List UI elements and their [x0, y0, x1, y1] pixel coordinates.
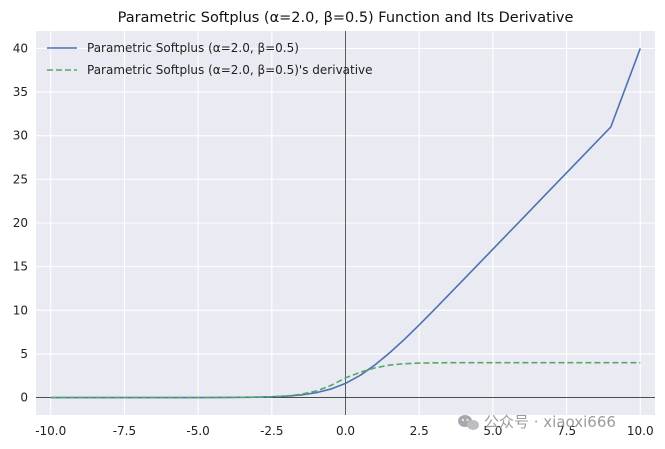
- x-tick-label: 5.0: [483, 424, 502, 438]
- watermark: 公众号 · xiaoxi666: [458, 413, 616, 431]
- legend-label: Parametric Softplus (α=2.0, β=0.5): [87, 41, 299, 55]
- x-tick-label: 0.0: [336, 424, 355, 438]
- series-layer: [50, 48, 642, 399]
- y-tick-label: 5: [20, 347, 28, 361]
- chart-title: Parametric Softplus (α=2.0, β=0.5) Funct…: [118, 10, 574, 26]
- legend-label: Parametric Softplus (α=2.0, β=0.5)'s der…: [87, 63, 373, 77]
- x-tick-label: -2.5: [260, 424, 283, 438]
- y-tick-label: 25: [13, 172, 28, 186]
- y-tick-labels: 0 5 10 15 20 25 30 35 40: [13, 41, 28, 404]
- x-tick-label: -10.0: [35, 424, 66, 438]
- x-tick-label: 10.0: [627, 424, 654, 438]
- watermark-text: 公众号 · xiaoxi666: [484, 413, 616, 431]
- y-tick-label: 15: [13, 260, 28, 274]
- legend: Parametric Softplus (α=2.0, β=0.5) Parame…: [47, 41, 373, 77]
- x-tick-label: -5.0: [186, 424, 209, 438]
- y-tick-label: 40: [13, 41, 28, 55]
- y-tick-label: 0: [20, 391, 28, 405]
- y-tick-label: 10: [13, 303, 28, 317]
- wechat-icon: [458, 415, 479, 430]
- y-tick-label: 30: [13, 129, 28, 143]
- y-tick-label: 20: [13, 216, 28, 230]
- x-tick-label: 7.5: [557, 424, 576, 438]
- x-tick-labels: -10.0 -7.5 -5.0 -2.5 0.0 2.5 5.0 7.5 10.0: [35, 424, 653, 438]
- series-line-derivative: [50, 361, 641, 399]
- y-tick-label: 35: [13, 85, 28, 99]
- x-tick-label: 2.5: [410, 424, 429, 438]
- x-tick-label: -7.5: [113, 424, 136, 438]
